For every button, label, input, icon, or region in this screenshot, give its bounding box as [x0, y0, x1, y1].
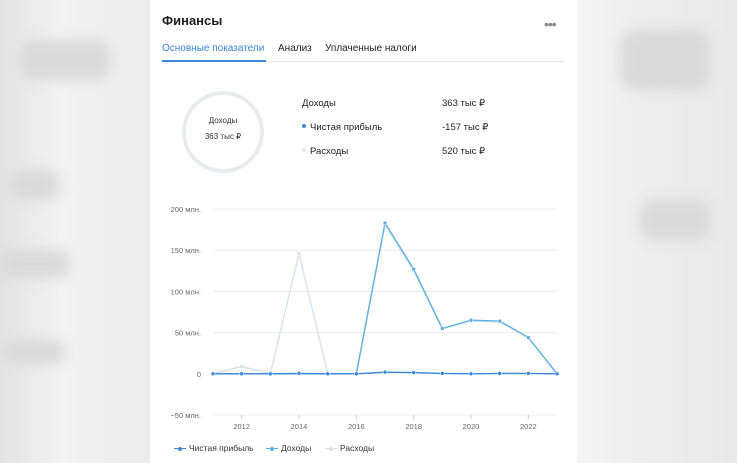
data-point	[296, 371, 302, 376]
summary-value-income: 363 тыс ₽	[442, 98, 486, 109]
y-tick-label: 0	[197, 370, 201, 379]
x-tick-label: 2018	[405, 422, 422, 431]
tab-paid-taxes[interactable]: Уплаченные налоги	[325, 43, 417, 54]
data-point	[382, 369, 388, 375]
x-tick-label: 2022	[520, 422, 537, 431]
background-blob	[0, 250, 70, 278]
background-blob	[640, 200, 710, 240]
background-blob	[20, 40, 110, 80]
x-tick-label: 2014	[291, 422, 308, 431]
finance-card: Финансы ••• Основные показатели Анализ У…	[150, 0, 577, 463]
y-tick-label: 50 млн.	[175, 329, 201, 338]
background-blob	[10, 170, 60, 200]
income-donut: Доходы 363 тыс ₽	[182, 91, 264, 173]
legend-expenses[interactable]: Расходы	[325, 443, 374, 453]
data-point	[411, 370, 416, 375]
series-line	[212, 222, 558, 375]
data-point	[497, 318, 502, 324]
tab-bar: Основные показатели Анализ Уплаченные на…	[162, 43, 564, 62]
y-tick-label: 150 млн.	[171, 246, 201, 255]
data-point	[526, 335, 531, 340]
data-point	[239, 371, 244, 377]
summary-label-net-profit: Чистая прибыль	[302, 122, 382, 133]
more-options-icon[interactable]: •••	[544, 16, 557, 32]
summary-label-income: Доходы	[302, 98, 336, 109]
data-point	[411, 266, 416, 272]
summary-value-expenses: 520 тыс ₽	[442, 146, 486, 157]
data-point	[354, 371, 359, 377]
legend-net-profit[interactable]: Чистая прибыль	[174, 443, 254, 453]
finance-line-chart: −50 млн. 0 50 млн. 100 млн. 150 млн. 200 млн.…	[170, 205, 560, 431]
data-point	[526, 371, 531, 376]
active-tab-underline	[162, 60, 266, 62]
data-point	[239, 364, 244, 369]
data-point	[440, 326, 445, 331]
data-point	[440, 371, 445, 376]
legend-income[interactable]: Доходы	[266, 443, 311, 453]
y-tick-label: 200 млн.	[171, 205, 201, 214]
background-blob	[620, 30, 710, 90]
y-tick-label: −50 млн.	[170, 411, 201, 420]
data-point	[497, 371, 502, 376]
summary-value-net-profit: -157 тыс ₽	[442, 122, 489, 133]
series-line	[213, 221, 558, 375]
tab-main-indicators[interactable]: Основные показатели	[162, 43, 265, 54]
data-point	[468, 371, 474, 377]
net-profit-dot-icon	[302, 124, 306, 129]
data-point	[268, 371, 273, 377]
expenses-dot-icon	[302, 148, 306, 153]
summary-label-expenses: Расходы	[302, 146, 348, 157]
x-tick-label: 2020	[463, 422, 480, 431]
donut-label: Доходы	[208, 116, 238, 125]
x-tick-label: 2012	[233, 422, 250, 431]
card-title: Финансы	[162, 13, 223, 28]
data-point	[554, 371, 560, 377]
data-point	[468, 317, 474, 323]
y-tick-label: 100 млн.	[171, 287, 201, 296]
data-point	[210, 371, 216, 377]
data-point	[325, 371, 330, 377]
tab-analysis[interactable]: Анализ	[278, 43, 312, 54]
x-tick-label: 2016	[348, 422, 365, 431]
donut-value: 363 тыс ₽	[204, 132, 242, 141]
background-blob	[5, 340, 65, 364]
data-point	[382, 220, 388, 226]
data-point	[296, 251, 302, 256]
